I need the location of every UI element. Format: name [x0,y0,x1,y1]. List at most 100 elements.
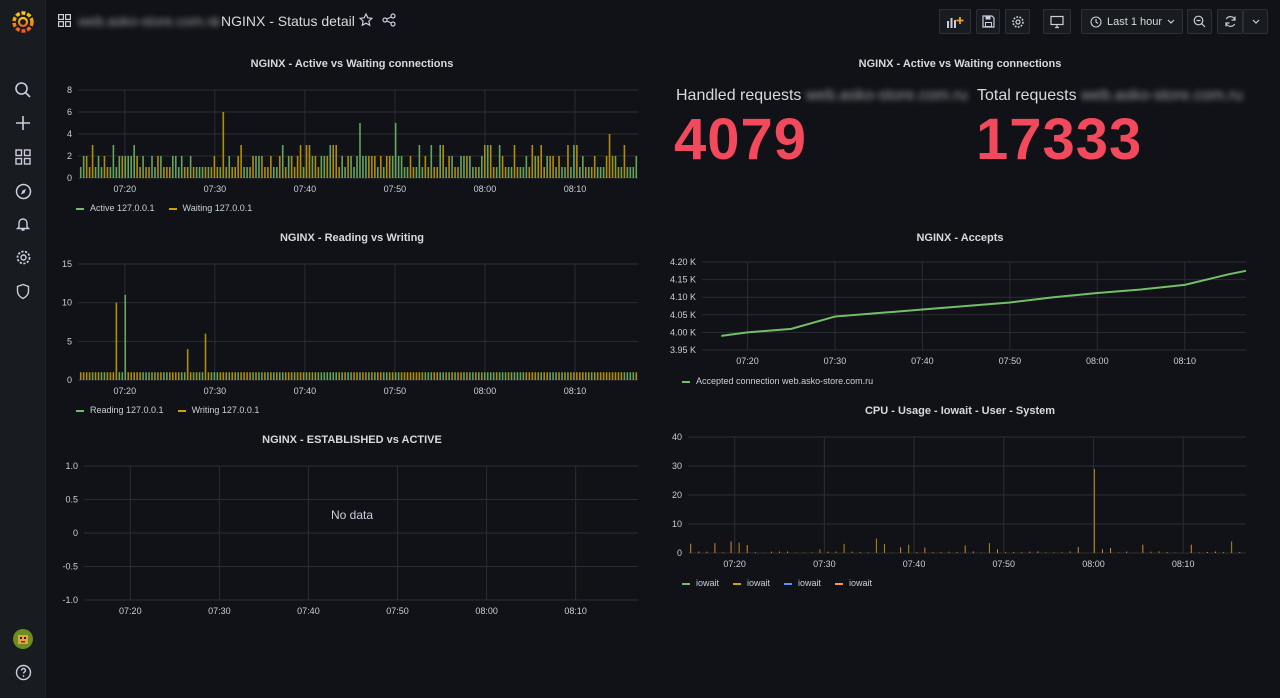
dashboard-navbar: web.asko-store.com.ru / NGINX - Status d… [46,0,1280,42]
x-tick-label: 08:10 [564,184,587,194]
breadcrumb-separator: / [213,13,217,29]
chart-legend: Reading 127.0.0.1 Writing 127.0.0.1 [76,405,259,415]
panel-title: NGINX - Accepts [916,232,1004,244]
x-tick-label: 07:50 [384,184,407,194]
y-tick-label: 40 [672,432,682,442]
legend-item[interactable]: iowait [733,578,770,588]
save-dashboard-button[interactable] [976,9,1000,34]
x-tick-label: 07:50 [993,559,1016,569]
legend-item[interactable]: iowait [835,578,872,588]
cpu-chart: 0 10 20 30 40 07:20 07:30 07:40 07:50 08:00 08:10 [672,432,1246,569]
y-tick-label: 4.05 K [670,310,696,320]
active-waiting-chart: 0 2 4 6 8 07:20 07:30 07:40 07:50 08:00 08:10 [67,85,638,194]
help-icon[interactable] [12,661,34,683]
x-tick-label: 07:40 [903,559,926,569]
legend-item[interactable]: Writing 127.0.0.1 [177,405,260,415]
panel-accepts[interactable]: NGINX - Accepts 3.95 K 4.00 K 4.05 K 4.10 K… [660,232,1260,392]
y-tick-label: 1.0 [65,461,78,471]
legend-item[interactable]: Reading 127.0.0.1 [76,405,164,415]
established-active-chart: -1.0 -0.5 0 0.5 1.0 07:20 07:30 07:40 07:50 08:00… [62,461,638,616]
refresh-icon [1224,16,1236,27]
alerting-bell-icon[interactable] [12,213,34,235]
panel-cpu[interactable]: CPU - Usage - Iowait - User - System 0 10… [660,405,1260,595]
x-tick-label: 07:40 [294,386,317,396]
y-tick-label: 0 [677,548,682,558]
search-icon[interactable] [12,79,34,101]
avatar[interactable] [12,628,34,650]
legend-label: Writing 127.0.0.1 [191,405,260,415]
x-tick-label: 08:00 [1086,356,1109,366]
x-tick-label: 07:30 [208,606,231,616]
dashboard-grid-icon [58,14,72,32]
share-icon[interactable] [382,13,396,32]
x-tick-label: 07:30 [204,386,227,396]
x-tick-label: 08:00 [474,386,497,396]
dashboard-settings-button[interactable] [1005,9,1030,34]
save-icon [981,15,995,28]
zoom-out-button[interactable] [1187,9,1212,34]
grafana-logo-icon[interactable] [10,9,36,35]
refresh-interval-dropdown[interactable] [1243,9,1268,34]
x-tick-label: 07:40 [911,356,934,366]
x-tick-label: 07:30 [813,559,836,569]
x-tick-label: 08:10 [1174,356,1197,366]
chevron-down-icon [1167,19,1175,24]
y-tick-label: 2 [67,151,72,161]
explore-compass-icon[interactable] [12,180,34,202]
accepts-chart: 3.95 K 4.00 K 4.05 K 4.10 K 4.15 K 4.20 K 07:2… [670,257,1247,366]
panel-reading-writing[interactable]: NGINX - Reading vs Writing 0 5 10 15 07:20 07… [62,232,642,422]
x-tick-label: 08:00 [474,184,497,194]
panel-active-waiting[interactable]: NGINX - Active vs Waiting connections 0 2… [62,58,642,223]
breadcrumb-folder[interactable]: web.asko-store.com.ru [78,13,220,29]
legend-item[interactable]: Accepted connection web.asko-store.com.r… [682,376,873,386]
x-tick-label: 08:10 [564,386,587,396]
legend-label: Accepted connection web.asko-store.com.r… [696,376,874,386]
y-tick-label: -0.5 [62,562,78,572]
panel-title: NGINX - Active vs Waiting connections [250,58,454,70]
x-tick-label: 08:10 [1172,559,1195,569]
chart-legend: Active 127.0.0.1 Waiting 127.0.0.1 [76,203,252,213]
clock-icon [1090,15,1102,28]
panel-request-stats[interactable]: NGINX - Active vs Waiting connections Ha… [660,58,1260,188]
total-requests-label: Total requests web.asko-store.com.ru [977,87,1243,104]
panel-established-active[interactable]: NGINX - ESTABLISHED vs ACTIVE -1.0 -0.5 0 0… [62,434,642,619]
legend-item[interactable]: Active 127.0.0.1 [76,203,155,213]
y-tick-label: 15 [62,259,72,269]
time-picker-button[interactable]: Last 1 hour [1081,9,1183,34]
panel-title: NGINX - Reading vs Writing [279,232,425,244]
panel-title: CPU - Usage - Iowait - User - System [864,405,1056,417]
cycle-view-mode-button[interactable] [1043,9,1071,34]
series-line [721,269,1247,337]
legend-label: iowait [696,578,720,588]
x-tick-label: 07:20 [723,559,746,569]
add-panel-button[interactable] [939,9,971,34]
y-tick-label: 10 [62,298,72,308]
y-tick-label: 4 [67,129,72,139]
x-tick-label: 08:10 [564,606,587,616]
handled-requests-value: 4079 [674,107,808,172]
x-tick-label: 07:30 [204,184,227,194]
x-tick-label: 07:40 [297,606,320,616]
legend-item[interactable]: iowait [682,578,719,588]
legend-label: iowait [747,578,771,588]
y-tick-label: -1.0 [62,595,78,605]
y-tick-label: 4.10 K [670,292,696,302]
shield-icon[interactable] [12,280,34,302]
plus-icon[interactable] [12,112,34,134]
legend-item[interactable]: Waiting 127.0.0.1 [168,203,252,213]
star-icon[interactable] [358,12,374,32]
dashboards-icon[interactable] [12,146,34,168]
page-title[interactable]: NGINX - Status detail [221,13,355,29]
legend-item[interactable]: iowait [784,578,821,588]
legend-label: Reading 127.0.0.1 [90,405,164,415]
time-range-label: Last 1 hour [1107,15,1163,28]
y-tick-label: 3.95 K [670,345,696,355]
sidebar [0,0,46,698]
x-tick-label: 07:50 [386,606,409,616]
x-tick-label: 07:20 [736,356,759,366]
refresh-button[interactable] [1217,9,1243,34]
settings-gear-icon[interactable] [12,246,34,268]
x-tick-label: 07:20 [114,184,137,194]
y-tick-label: 4.15 K [670,275,696,285]
reading-writing-chart: 0 5 10 15 07:20 07:30 07:40 07:50 08:00 08:10 [62,259,638,396]
